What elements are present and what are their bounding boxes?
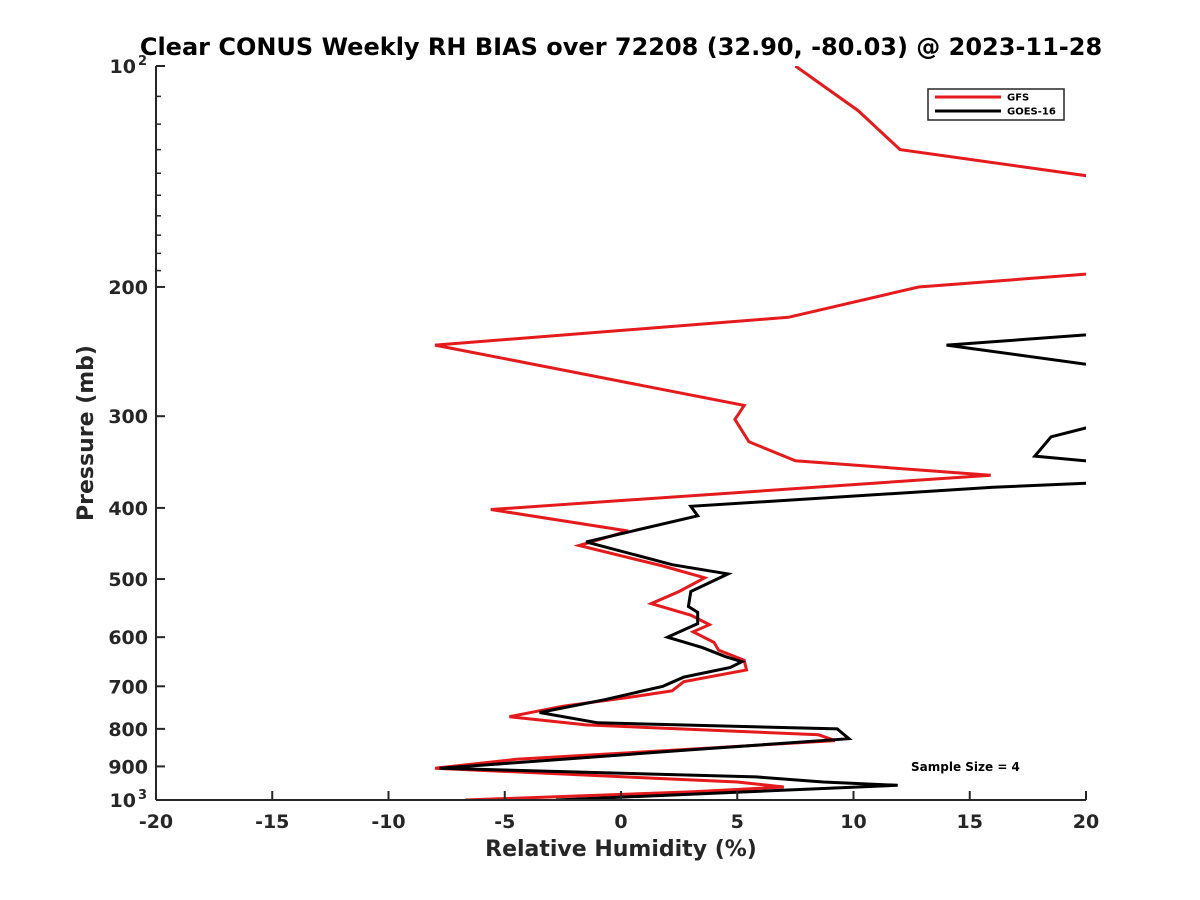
x-tick-label: 20: [1073, 811, 1099, 833]
y-tick-exponent: 2: [138, 54, 147, 69]
legend-label-goes16: GOES-16: [1007, 107, 1056, 118]
x-tick-label: 15: [957, 811, 983, 833]
y-tick-label: 700: [108, 676, 148, 698]
legend-box: [927, 88, 1065, 121]
y-tick-exponent: 3: [138, 788, 147, 803]
x-tick-label: -20: [139, 811, 173, 833]
x-axis-label: Relative Humidity (%): [485, 837, 757, 862]
series-layer: [434, 66, 1086, 800]
y-tick-label: 600: [108, 627, 148, 649]
x-tick-label: 10: [840, 811, 866, 833]
sample-size-annotation: Sample Size = 4: [911, 760, 1020, 774]
y-tick-label: 200: [108, 277, 148, 299]
y-tick-label: 10: [110, 790, 136, 812]
y-tick-label: 500: [108, 569, 148, 591]
x-tick-label: -15: [255, 811, 289, 833]
series-line-goes-16: [439, 333, 1086, 800]
y-axis-label: Pressure (mb): [74, 345, 99, 521]
legend-label-gfs: GFS: [1007, 93, 1029, 104]
legend: GFS GOES-16: [927, 88, 1065, 121]
x-ticks: -20 -15 -10 -5 0 5 10 15 20: [139, 791, 1099, 833]
x-tick-label: -5: [494, 811, 515, 833]
y-tick-label: 800: [108, 719, 148, 741]
chart-title: Clear CONUS Weekly RH BIAS over 72208 (3…: [140, 33, 1102, 61]
x-tick-label: -10: [371, 811, 405, 833]
y-tick-label: 900: [108, 756, 148, 778]
y-tick-label: 10: [110, 56, 136, 78]
y-tick-label: 300: [108, 406, 148, 428]
y-tick-label: 400: [108, 498, 148, 520]
x-tick-label: 5: [731, 811, 744, 833]
x-tick-label: 0: [614, 811, 627, 833]
